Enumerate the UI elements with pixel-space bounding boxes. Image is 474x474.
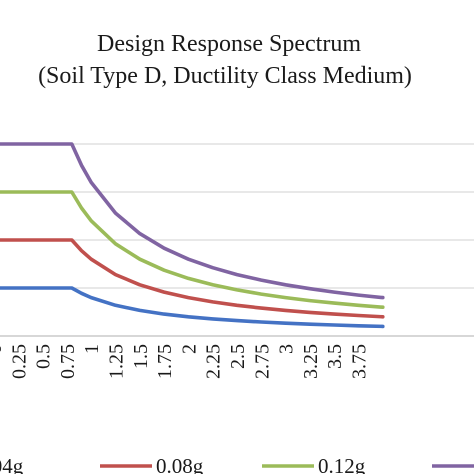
series-line-4 [0,142,385,300]
legend-label-2: 0.08g [156,454,204,474]
legend-label-1: 0.04g [0,454,24,474]
x-tick-label: 2.25 [203,344,225,379]
x-axis-tick-labels: 00.250.50.7511.251.51.7522.252.52.7533.2… [0,344,371,379]
x-tick-label: 0 [0,344,6,354]
gridlines [0,143,474,337]
x-tick-label: 1.25 [106,344,128,379]
x-tick-label: 1.5 [130,344,152,369]
series-line-1 [0,286,385,329]
x-tick-label: 3.25 [300,344,322,379]
x-tick-label: 0.75 [57,344,79,379]
x-tick-label: 0.25 [8,344,30,379]
legend-label-3: 0.12g [318,454,366,474]
chart-title: Design Response Spectrum [97,31,361,57]
series-lines [0,142,385,329]
chart-subtitle: (Soil Type D, Ductility Class Medium) [38,63,412,89]
x-tick-label: 1 [81,344,103,354]
series-line-3 [0,190,385,310]
x-tick-label: 3.75 [349,344,371,379]
series-line-2 [0,238,385,319]
legend: 0.04g 0.08g 0.12g [0,454,474,474]
x-tick-label: 0.5 [33,344,55,369]
x-tick-label: 1.75 [154,344,176,379]
x-tick-label: 3 [276,344,298,354]
x-tick-label: 2.5 [227,344,249,369]
x-tick-label: 2.75 [251,344,273,379]
x-tick-label: 2 [178,344,200,354]
x-tick-label: 3.5 [324,344,346,369]
